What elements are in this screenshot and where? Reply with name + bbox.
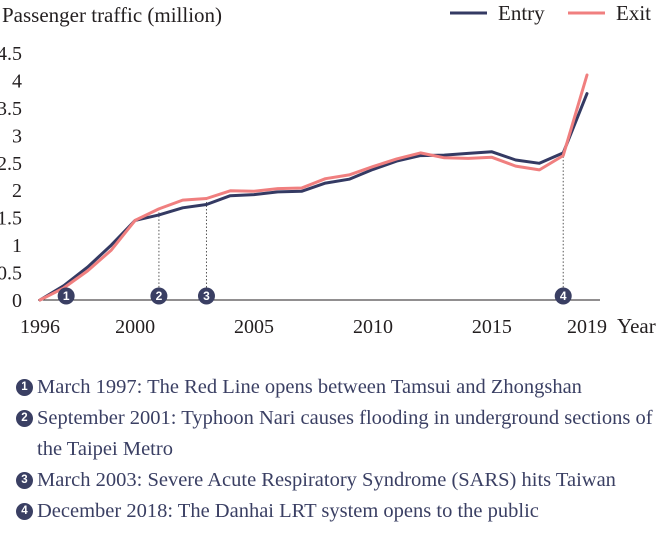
x-tick-label: 2005 xyxy=(234,316,274,338)
note-badge-3: 3 xyxy=(16,472,33,489)
event-marker-2: 2 xyxy=(150,287,168,305)
event-marker-circle xyxy=(197,287,215,305)
event-marker-circle xyxy=(554,287,572,305)
event-notes: 1 March 1997: The Red Line opens between… xyxy=(14,372,664,527)
y-tick-label: 3 xyxy=(12,125,22,147)
y-tick-labels: 0 0.5 1 1.5 2 2.5 3 3.5 4 4.5 xyxy=(0,43,22,312)
y-tick-label: 0.5 xyxy=(0,263,22,285)
event-marker-3: 3 xyxy=(197,287,215,305)
x-tick-label: 2015 xyxy=(472,316,512,338)
legend-label: Exit xyxy=(616,1,651,25)
event-markers: 1 2 3 4 xyxy=(57,287,572,305)
y-tick-label: 0 xyxy=(12,290,22,312)
event-marker-1: 1 xyxy=(57,287,75,305)
y-tick-label: 4 xyxy=(12,70,22,92)
note-text: September 2001: Typhoon Nari causes floo… xyxy=(37,407,653,460)
note-badge-2: 2 xyxy=(16,410,33,427)
note-text: December 2018: The Danhai LRT system ope… xyxy=(37,500,539,522)
note-item: 3 March 2003: Severe Acute Respiratory S… xyxy=(14,465,664,496)
x-tick-label: 2000 xyxy=(115,316,155,338)
event-marker-label: 3 xyxy=(203,289,210,303)
y-tick-label: 2.5 xyxy=(0,153,22,175)
event-marker-circle xyxy=(57,287,75,305)
note-item: 4 December 2018: The Danhai LRT system o… xyxy=(14,496,664,527)
event-marker-4: 4 xyxy=(554,287,572,305)
note-item: 1 March 1997: The Red Line opens between… xyxy=(14,372,664,403)
note-badge-4: 4 xyxy=(16,503,33,520)
x-tick-labels: 1996 2000 2005 2010 2015 2019 xyxy=(20,316,607,338)
event-marker-circle xyxy=(150,287,168,305)
x-tick-label: 2010 xyxy=(353,316,393,338)
data-series xyxy=(38,73,589,302)
y-axis-label: Passenger traffic (million) xyxy=(2,3,222,27)
note-badge-1: 1 xyxy=(16,379,33,396)
event-marker-label: 4 xyxy=(560,289,567,303)
legend: Entry Exit xyxy=(450,1,651,25)
event-marker-label: 2 xyxy=(156,289,163,303)
y-tick-label: 3.5 xyxy=(0,98,22,120)
x-tick-label: 2019 xyxy=(567,316,607,338)
x-axis-label: Year xyxy=(617,314,656,338)
y-tick-label: 1 xyxy=(12,235,22,257)
y-tick-label: 4.5 xyxy=(0,43,22,65)
legend-label: Entry xyxy=(498,1,545,25)
note-text: March 1997: The Red Line opens between T… xyxy=(37,376,582,398)
x-tick-label: 1996 xyxy=(20,316,60,338)
series-line-exit xyxy=(38,73,589,302)
y-tick-label: 2 xyxy=(12,180,22,202)
event-marker-label: 1 xyxy=(63,289,70,303)
note-item: 2 September 2001: Typhoon Nari causes fl… xyxy=(14,403,664,465)
y-tick-label: 1.5 xyxy=(0,208,22,230)
passenger-traffic-chart: Passenger traffic (million) Entry Exit 00… xyxy=(0,1,656,338)
event-droplines xyxy=(158,152,564,288)
series-line-entry xyxy=(38,92,589,302)
note-text: March 2003: Severe Acute Respiratory Syn… xyxy=(37,469,616,491)
